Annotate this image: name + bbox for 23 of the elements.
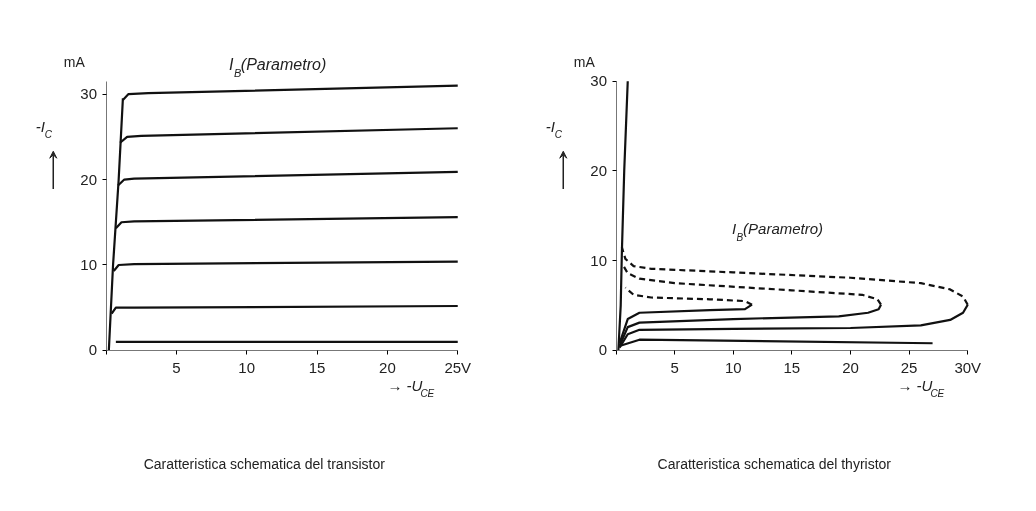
x-tick-label: 10 [238,359,256,377]
y-tick-label: 30 [590,72,608,90]
x-tick-label: 5 [172,359,181,377]
x-tick-label: 30V [954,359,982,377]
text: mA [63,54,86,71]
y-tick-label: 30 [80,85,98,103]
x-tick-label: 15 [308,359,326,377]
x-tick-label: 15 [783,359,801,377]
y-tick-label: 20 [590,161,608,179]
x-tick-label: 5 [670,359,679,377]
text: mA [573,54,596,71]
y-tick-label: 10 [80,255,98,273]
x-tick-label: 10 [724,359,742,377]
y-tick-label: 10 [590,251,608,269]
y-tick-label: 20 [80,170,98,188]
text: Caratteristica schematica del transistor [143,455,386,472]
x-tick-label: 20 [379,359,396,377]
x-tick-label: 20 [842,359,859,377]
x-tick-label: 25V [444,359,472,377]
y-tick-label: 0 [598,341,608,359]
x-tick-label: 25 [900,359,918,377]
y-tick-label: 0 [88,341,98,359]
text: Caratteristica schematica del thyristor [657,455,892,472]
